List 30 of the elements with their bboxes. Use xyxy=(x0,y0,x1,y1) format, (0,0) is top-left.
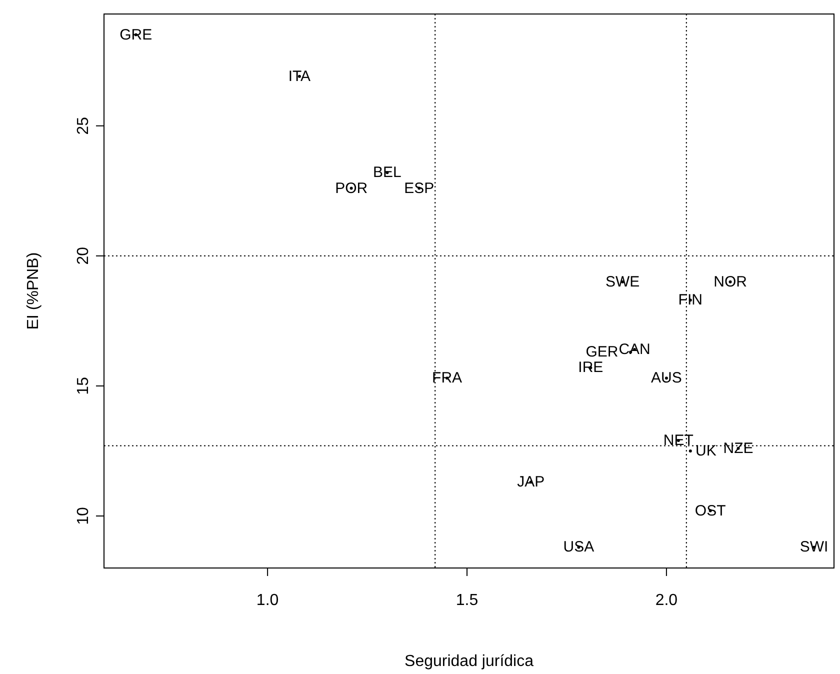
series-label: GRE xyxy=(120,26,152,44)
series-label: NET xyxy=(663,432,694,450)
series-label: CAN xyxy=(618,341,650,358)
series-label: GER xyxy=(586,344,618,361)
x-tick-label: 2.0 xyxy=(655,592,678,609)
series-label: POR xyxy=(335,180,368,197)
series-label: FIN xyxy=(678,292,702,309)
y-axis-title: EI (%PNB) xyxy=(25,252,42,330)
x-tick-label: 1.5 xyxy=(456,592,478,609)
series-label: USA xyxy=(563,538,594,556)
series-label: ESP xyxy=(404,180,434,197)
series-label: JAP xyxy=(517,474,545,491)
x-axis-title: Seguridad jurídica xyxy=(404,653,534,670)
series-label: AUS xyxy=(651,370,682,387)
y-tick-label: 25 xyxy=(75,116,92,135)
series-label: FRA xyxy=(432,370,462,387)
series-label: ITA xyxy=(288,68,311,85)
series-label: IRE xyxy=(578,359,604,376)
series-label: SWE xyxy=(605,273,640,290)
series-label: NOR xyxy=(714,273,748,290)
y-tick-label: 10 xyxy=(75,506,92,525)
series-label: NZE xyxy=(723,440,754,457)
series-label: SWI xyxy=(800,538,828,556)
y-tick-label: 20 xyxy=(75,246,92,265)
series-label: UK xyxy=(696,442,716,460)
series-label: OST xyxy=(694,502,726,520)
x-tick-label: 1.0 xyxy=(256,592,279,609)
point xyxy=(688,449,692,452)
series-label: BEL xyxy=(373,164,402,182)
y-tick-label: 15 xyxy=(75,376,92,395)
